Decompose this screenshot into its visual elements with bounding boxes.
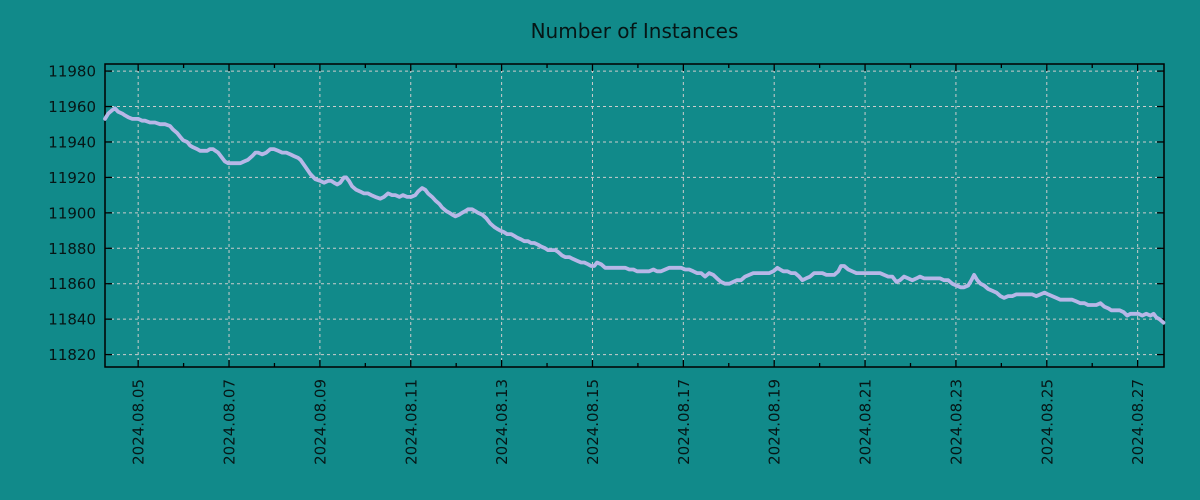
- axis-ticks: [105, 64, 1164, 367]
- y-tick-label: 11860: [48, 275, 96, 293]
- x-tick-label: 2024.08.27: [1129, 379, 1147, 465]
- y-tick-label: 11900: [48, 204, 96, 222]
- x-tick-label: 2024.08.21: [857, 379, 875, 465]
- y-tick-label: 11920: [48, 169, 96, 187]
- x-tick-label: 2024.08.15: [584, 379, 602, 465]
- x-tick-label: 2024.08.17: [675, 379, 693, 465]
- x-tick-label: 2024.08.25: [1038, 379, 1056, 465]
- plot-border: [104, 63, 1165, 368]
- y-tick-label: 11960: [48, 98, 96, 116]
- grid-lines: [105, 64, 1164, 367]
- y-tick-label: 11840: [48, 311, 96, 329]
- x-tick-label: 2024.08.11: [402, 379, 420, 465]
- y-tick-label: 11980: [48, 63, 96, 81]
- x-tick-label: 2024.08.05: [130, 379, 148, 465]
- x-tick-label: 2024.08.19: [766, 379, 784, 465]
- x-tick-label: 2024.08.07: [221, 379, 239, 465]
- y-tick-label: 11880: [48, 240, 96, 258]
- y-tick-label: 11940: [48, 133, 96, 151]
- chart-title: Number of Instances: [531, 19, 739, 43]
- axis-tick-labels: 11820 11840 11860 11880 11900 11920 11940 11960…: [48, 63, 1147, 465]
- y-tick-label: 11820: [48, 346, 96, 364]
- x-tick-label: 2024.08.13: [493, 379, 511, 465]
- instances-line: [103, 106, 1166, 325]
- x-tick-label: 2024.08.23: [947, 379, 965, 465]
- x-tick-label: 2024.08.09: [311, 379, 329, 465]
